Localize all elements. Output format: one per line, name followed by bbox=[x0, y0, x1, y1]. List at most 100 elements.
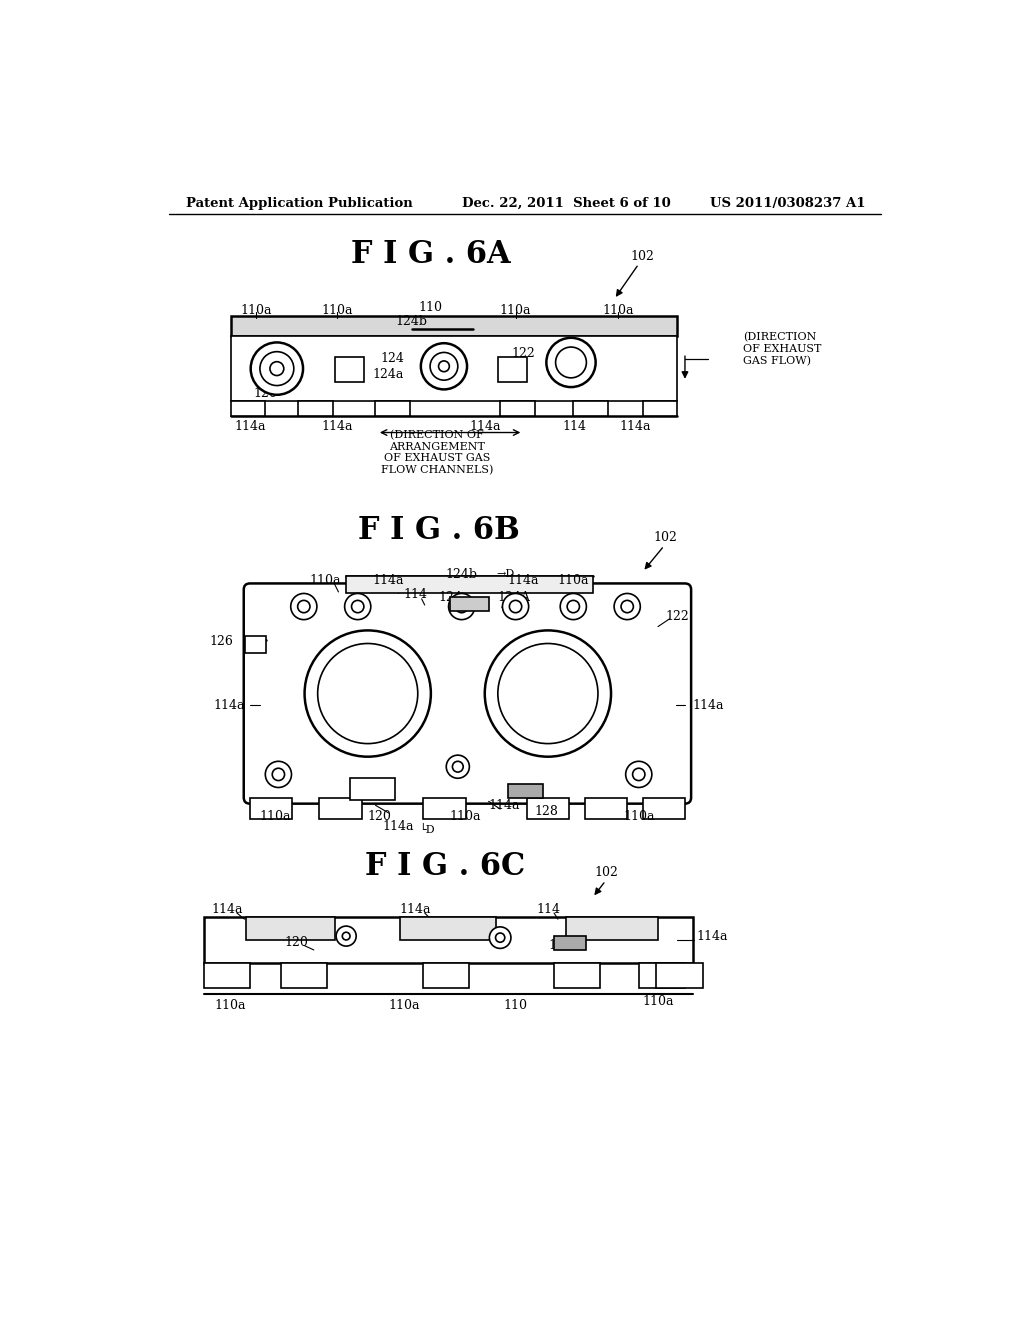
Bar bbox=[423, 797, 466, 818]
Text: 114a: 114a bbox=[469, 420, 501, 433]
Bar bbox=[643, 797, 685, 818]
Text: 116: 116 bbox=[342, 690, 366, 704]
Text: 110a: 110a bbox=[557, 574, 589, 587]
Text: 128: 128 bbox=[548, 939, 572, 952]
Text: 114: 114 bbox=[537, 903, 561, 916]
Bar bbox=[500, 401, 535, 416]
Circle shape bbox=[496, 933, 505, 942]
Text: 114a: 114a bbox=[213, 698, 245, 711]
Text: US 2011/0308237 A1: US 2011/0308237 A1 bbox=[711, 197, 866, 210]
Circle shape bbox=[430, 352, 458, 380]
Circle shape bbox=[489, 927, 511, 948]
Bar bbox=[451, 597, 488, 611]
Bar bbox=[498, 358, 527, 381]
Text: 114: 114 bbox=[563, 420, 587, 433]
Circle shape bbox=[449, 594, 475, 619]
Circle shape bbox=[621, 601, 634, 612]
Text: 120: 120 bbox=[285, 936, 308, 949]
Text: 110a: 110a bbox=[450, 810, 481, 824]
Text: 110a: 110a bbox=[500, 304, 531, 317]
Circle shape bbox=[317, 644, 418, 743]
Bar bbox=[573, 401, 608, 416]
Circle shape bbox=[560, 594, 587, 619]
Bar bbox=[230, 317, 677, 335]
Circle shape bbox=[626, 762, 652, 788]
Text: 114a: 114a bbox=[508, 574, 539, 587]
Text: 114a: 114a bbox=[322, 420, 352, 433]
Bar bbox=[508, 784, 543, 797]
FancyBboxPatch shape bbox=[244, 583, 691, 804]
Circle shape bbox=[345, 594, 371, 619]
Circle shape bbox=[446, 755, 469, 779]
Circle shape bbox=[342, 932, 350, 940]
Bar bbox=[554, 936, 587, 950]
Bar bbox=[423, 964, 469, 987]
Bar bbox=[230, 401, 265, 416]
Circle shape bbox=[438, 360, 450, 372]
Text: 114a: 114a bbox=[488, 799, 520, 812]
Text: 114a: 114a bbox=[696, 929, 728, 942]
Text: 122: 122 bbox=[511, 347, 536, 360]
Circle shape bbox=[547, 338, 596, 387]
Bar bbox=[281, 964, 327, 987]
Text: 110a: 110a bbox=[623, 810, 654, 824]
Circle shape bbox=[351, 601, 364, 612]
Text: 124b: 124b bbox=[445, 568, 477, 581]
Bar bbox=[250, 797, 292, 818]
Circle shape bbox=[298, 601, 310, 612]
Circle shape bbox=[304, 631, 431, 756]
Bar bbox=[643, 401, 677, 416]
Bar bbox=[298, 401, 333, 416]
Bar bbox=[346, 576, 593, 593]
Text: F I G . 6A: F I G . 6A bbox=[351, 239, 511, 271]
Text: 124a: 124a bbox=[373, 367, 404, 380]
Bar bbox=[527, 797, 569, 818]
Text: 114a: 114a bbox=[692, 698, 724, 711]
Bar bbox=[656, 964, 702, 987]
Circle shape bbox=[484, 631, 611, 756]
Circle shape bbox=[503, 594, 528, 619]
Text: 110: 110 bbox=[504, 999, 527, 1012]
Circle shape bbox=[498, 644, 598, 743]
Text: 124: 124 bbox=[381, 352, 404, 366]
Text: 110a: 110a bbox=[322, 304, 352, 317]
Bar bbox=[204, 917, 692, 964]
Text: F I G . 6B: F I G . 6B bbox=[357, 515, 519, 545]
Text: 110a: 110a bbox=[259, 810, 291, 824]
Text: 114: 114 bbox=[403, 589, 427, 602]
Text: 120: 120 bbox=[368, 810, 391, 824]
Circle shape bbox=[633, 768, 645, 780]
Text: 128: 128 bbox=[535, 805, 558, 818]
Text: 102: 102 bbox=[653, 531, 678, 544]
Bar bbox=[554, 964, 600, 987]
Circle shape bbox=[556, 347, 587, 378]
Bar bbox=[319, 797, 361, 818]
Text: 114a: 114a bbox=[211, 903, 243, 916]
Text: 114a: 114a bbox=[383, 820, 415, 833]
Text: 122: 122 bbox=[666, 610, 689, 623]
Circle shape bbox=[453, 762, 463, 772]
Text: 126: 126 bbox=[209, 635, 233, 648]
Bar bbox=[376, 401, 410, 416]
Text: →D: →D bbox=[497, 569, 515, 579]
Text: 116: 116 bbox=[522, 690, 546, 704]
Circle shape bbox=[614, 594, 640, 619]
Circle shape bbox=[251, 342, 303, 395]
Circle shape bbox=[272, 768, 285, 780]
Text: 126: 126 bbox=[253, 387, 278, 400]
Text: (DIRECTION
OF EXHAUST
GAS FLOW): (DIRECTION OF EXHAUST GAS FLOW) bbox=[742, 333, 821, 367]
Bar bbox=[335, 358, 364, 381]
Text: 114a: 114a bbox=[620, 420, 650, 433]
Text: F I G . 6C: F I G . 6C bbox=[365, 851, 525, 882]
Bar bbox=[639, 964, 685, 987]
Text: 110a: 110a bbox=[642, 995, 674, 1008]
Text: 124b: 124b bbox=[395, 315, 428, 329]
Circle shape bbox=[336, 927, 356, 946]
Circle shape bbox=[567, 601, 580, 612]
Text: 110a: 110a bbox=[309, 574, 341, 587]
Circle shape bbox=[509, 601, 521, 612]
Text: Dec. 22, 2011  Sheet 6 of 10: Dec. 22, 2011 Sheet 6 of 10 bbox=[462, 197, 671, 210]
Circle shape bbox=[456, 601, 468, 612]
Bar bbox=[585, 797, 628, 818]
Text: 110: 110 bbox=[419, 301, 442, 314]
